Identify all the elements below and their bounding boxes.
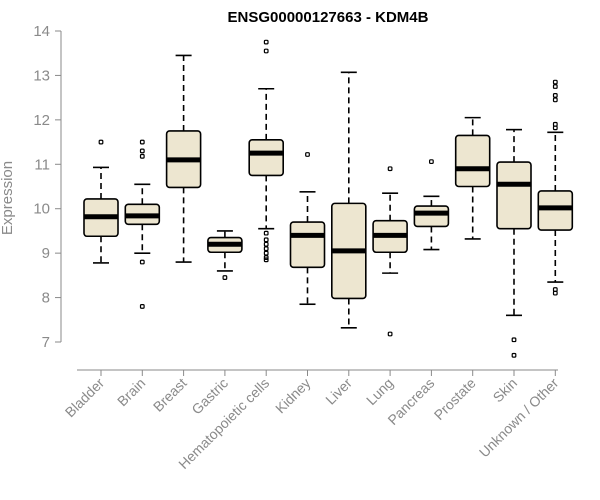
outlier-point — [552, 125, 558, 131]
box-group — [330, 71, 367, 329]
outlier-point — [552, 84, 558, 89]
outlier-point — [511, 337, 517, 343]
outlier-point — [263, 241, 269, 247]
y-tick-label: 8 — [42, 290, 50, 307]
boxes — [83, 39, 574, 358]
y-tick-label: 14 — [33, 23, 50, 40]
y-tick-label: 13 — [33, 67, 50, 84]
outlier-point — [263, 250, 269, 256]
outlier-point — [263, 230, 269, 236]
outlier-point — [222, 275, 228, 280]
box-group — [496, 128, 532, 358]
x-tick-label: Bladder — [62, 375, 108, 421]
outlier-point — [139, 139, 145, 145]
outlier-point — [98, 139, 104, 145]
box-iqr — [248, 139, 284, 177]
x-tick-label: Prostate — [431, 375, 479, 423]
box-group — [537, 79, 574, 296]
box-group — [165, 54, 202, 263]
outlier-point — [139, 259, 145, 265]
y-tick-label: 9 — [42, 245, 50, 262]
x-tick-label: Kidney — [272, 375, 314, 417]
y-axis-ticks: 7 8 9 10 11 12 13 14 — [33, 23, 61, 351]
outlier-point — [387, 331, 393, 337]
outlier-point — [552, 93, 558, 98]
outlier-point — [429, 159, 434, 165]
outlier-point — [263, 48, 269, 54]
box-group — [124, 139, 161, 309]
y-tick-label: 10 — [33, 201, 50, 218]
outlier-point — [552, 79, 558, 85]
box-group — [372, 166, 408, 337]
y-tick-label: 11 — [34, 156, 50, 173]
outlier-point — [552, 290, 558, 296]
outlier-point — [263, 255, 269, 260]
box-group — [248, 39, 284, 263]
box-iqr — [496, 161, 532, 230]
box-iqr — [537, 190, 574, 231]
y-tick-label: 7 — [42, 334, 50, 351]
outlier-point — [305, 152, 310, 157]
box-group — [454, 116, 491, 240]
outlier-point — [511, 352, 517, 358]
chart-title: ENSG00000127663 - KDM4B — [228, 9, 429, 26]
x-tick-label: Lung — [363, 375, 396, 408]
outlier-point — [139, 153, 145, 159]
outlier-point — [263, 246, 269, 252]
outlier-point — [387, 166, 393, 172]
outlier-point — [263, 237, 269, 243]
outlier-point — [552, 97, 558, 103]
box-group — [413, 159, 450, 251]
box-iqr — [454, 134, 491, 188]
x-tick-label: Skin — [490, 375, 521, 406]
x-tick-label: Brain — [114, 375, 148, 409]
x-tick-label: Breast — [150, 375, 190, 415]
y-axis-label: Expression — [0, 161, 16, 235]
box-iqr — [289, 221, 326, 269]
box-group — [289, 152, 326, 306]
outlier-point — [139, 304, 145, 309]
outlier-point — [263, 39, 269, 45]
box-iqr — [413, 205, 450, 228]
box-group — [83, 139, 119, 264]
x-tick-label: Liver — [322, 375, 355, 408]
y-tick-label: 12 — [33, 112, 50, 129]
outlier-point — [263, 257, 269, 263]
outlier-point — [139, 148, 145, 154]
box-group — [207, 230, 243, 280]
